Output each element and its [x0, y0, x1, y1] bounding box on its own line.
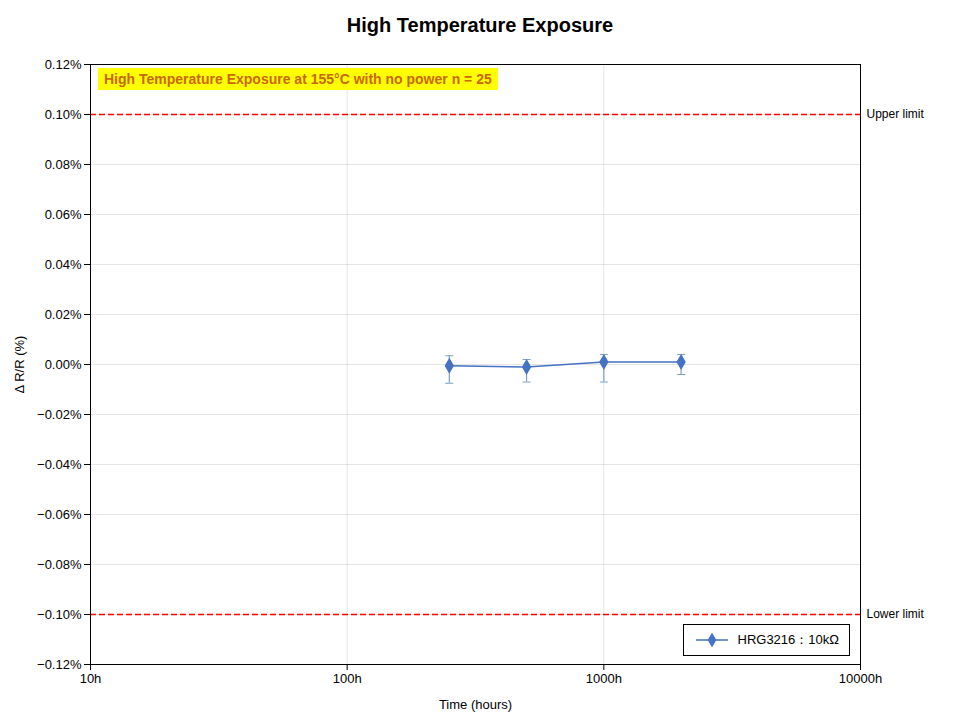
svg-text:−0.02%: −0.02%	[37, 407, 82, 422]
svg-text:0.10%: 0.10%	[45, 107, 82, 122]
svg-text:100h: 100h	[333, 671, 362, 686]
svg-text:−0.06%: −0.06%	[37, 507, 82, 522]
svg-text:Δ R/R (%): Δ R/R (%)	[12, 336, 27, 394]
svg-text:0.12%: 0.12%	[45, 57, 82, 72]
html-text:HRG3216：10kΩ: HRG3216：10kΩ	[737, 632, 839, 647]
svg-text:0.08%: 0.08%	[45, 157, 82, 172]
svg-text:−0.12%: −0.12%	[37, 657, 82, 672]
svg-text:−0.04%: −0.04%	[37, 457, 82, 472]
svg-text:1000h: 1000h	[586, 671, 622, 686]
svg-text:0.02%: 0.02%	[45, 307, 82, 322]
svg-text:Lower limit: Lower limit	[867, 607, 925, 621]
svg-text:10000h: 10000h	[839, 671, 882, 686]
html-text:High Temperature Exposure: High Temperature Exposure	[346, 14, 614, 36]
svg-text:10h: 10h	[80, 671, 102, 686]
svg-text:−0.08%: −0.08%	[37, 557, 82, 572]
html-text:High Temperature Exposure at 1: High Temperature Exposure at 155°C with …	[104, 71, 492, 87]
svg-text:0.04%: 0.04%	[45, 257, 82, 272]
svg-text:0.06%: 0.06%	[45, 207, 82, 222]
svg-text:Upper limit: Upper limit	[867, 107, 925, 121]
svg-text:Time (hours): Time (hours)	[439, 697, 512, 712]
svg-text:−0.10%: −0.10%	[37, 607, 82, 622]
svg-text:0.00%: 0.00%	[45, 357, 82, 372]
